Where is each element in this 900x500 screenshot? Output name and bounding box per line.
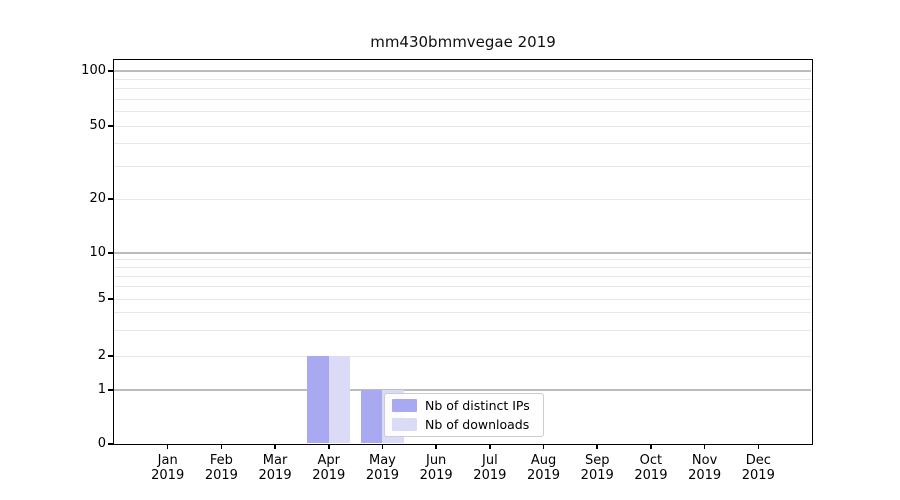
x-tick-mark xyxy=(274,444,276,449)
x-tick-label: Sep 2019 xyxy=(565,453,629,483)
y-tick-mark xyxy=(108,355,113,357)
x-tick-label: Aug 2019 xyxy=(512,453,576,483)
x-tick-year: 2019 xyxy=(365,468,399,483)
gridline-minor xyxy=(114,355,811,357)
gridline-minor xyxy=(114,198,811,200)
x-tick-year: 2019 xyxy=(634,468,668,483)
x-tick-year: 2019 xyxy=(151,468,185,483)
y-tick-label: 0 xyxy=(97,436,106,451)
y-tick-mark xyxy=(108,198,113,200)
gridline-minor xyxy=(114,78,811,80)
y-tick-label: 100 xyxy=(81,63,106,78)
x-tick-mark xyxy=(650,444,652,449)
legend-swatch-distinct-ips-icon xyxy=(392,399,417,413)
gridline-minor xyxy=(114,88,811,90)
gridline-minor xyxy=(114,125,811,127)
bar-distinct-ips-may xyxy=(360,390,383,444)
x-tick-label: Jul 2019 xyxy=(458,453,522,483)
x-tick-mark xyxy=(757,444,760,449)
x-tick-month: Jun xyxy=(425,453,447,468)
x-tick-label: Feb 2019 xyxy=(189,453,253,483)
x-tick-month: Apr xyxy=(317,453,341,468)
gridline-major xyxy=(114,252,811,254)
gridline-minor xyxy=(114,286,811,288)
gridline-major xyxy=(114,70,811,72)
x-tick-month: Sep xyxy=(584,453,610,468)
legend-swatch-downloads-icon xyxy=(392,417,417,431)
y-tick-mark xyxy=(108,298,113,300)
legend-item-distinct-ips: Nb of distinct IPs xyxy=(392,398,536,414)
legend: Nb of distinct IPs Nb of downloads xyxy=(384,393,544,437)
x-tick-month: Nov xyxy=(691,453,718,468)
x-tick-month: May xyxy=(369,453,396,468)
gridline-minor xyxy=(114,267,811,269)
x-tick-label: Dec 2019 xyxy=(726,453,790,483)
gridline-minor xyxy=(114,330,811,332)
x-tick-month: Mar xyxy=(262,453,288,468)
y-tick-mark xyxy=(108,389,113,391)
x-tick-year: 2019 xyxy=(473,468,507,483)
x-tick-label: Nov 2019 xyxy=(673,453,737,483)
bar-distinct-ips-apr xyxy=(307,356,329,444)
y-tick-mark xyxy=(108,125,113,127)
x-tick-year: 2019 xyxy=(258,468,292,483)
x-tick-label: Jan 2019 xyxy=(136,453,200,483)
x-tick-month: Oct xyxy=(639,453,663,468)
x-tick-year: 2019 xyxy=(526,468,561,483)
bar-downloads-apr xyxy=(328,356,351,444)
y-tick-label: 1 xyxy=(97,382,106,397)
x-tick-mark xyxy=(328,444,330,449)
gridline-minor xyxy=(114,143,811,145)
x-tick-mark xyxy=(489,444,491,449)
x-tick-month: Jan xyxy=(157,453,178,468)
legend-label-downloads: Nb of downloads xyxy=(425,416,530,432)
y-tick-label: 2 xyxy=(97,348,106,363)
x-tick-label: Mar 2019 xyxy=(243,453,307,483)
y-tick-label: 20 xyxy=(89,191,106,206)
gridline-minor xyxy=(114,166,811,168)
x-tick-year: 2019 xyxy=(688,468,722,483)
x-tick-mark xyxy=(166,444,169,449)
y-tick-label: 50 xyxy=(89,118,106,133)
x-tick-label: Jun 2019 xyxy=(404,453,468,483)
x-tick-mark xyxy=(596,444,598,449)
gridline-minor xyxy=(114,298,811,300)
gridline-minor xyxy=(114,111,811,113)
y-tick-label: 5 xyxy=(97,291,106,306)
x-tick-label: Apr 2019 xyxy=(297,453,361,483)
y-tick-label: 10 xyxy=(89,245,106,260)
x-tick-mark xyxy=(435,444,437,449)
gridline-minor xyxy=(114,98,811,100)
x-tick-label: May 2019 xyxy=(350,453,414,483)
x-tick-year: 2019 xyxy=(580,468,614,483)
y-tick-mark xyxy=(108,70,113,72)
x-tick-mark xyxy=(542,444,545,449)
y-tick-mark xyxy=(108,252,113,254)
x-tick-mark xyxy=(381,444,384,449)
x-tick-year: 2019 xyxy=(312,468,346,483)
x-tick-month: Aug xyxy=(530,453,557,468)
x-tick-month: Dec xyxy=(745,453,771,468)
x-tick-label: Oct 2019 xyxy=(619,453,683,483)
gridline-minor xyxy=(114,312,811,314)
gridline-major xyxy=(114,389,811,391)
y-tick-mark xyxy=(108,443,113,445)
gridline-minor xyxy=(114,259,811,261)
x-tick-month: Jul xyxy=(482,453,498,468)
x-tick-mark xyxy=(703,444,706,449)
x-tick-year: 2019 xyxy=(741,468,775,483)
x-tick-mark xyxy=(220,444,223,449)
chart-title: mm430bmmvegae 2019 xyxy=(370,33,556,51)
x-tick-year: 2019 xyxy=(419,468,453,483)
legend-label-distinct-ips: Nb of distinct IPs xyxy=(425,398,530,414)
x-tick-year: 2019 xyxy=(204,468,238,483)
x-tick-month: Feb xyxy=(209,453,233,468)
legend-item-downloads: Nb of downloads xyxy=(392,417,536,433)
gridline-minor xyxy=(114,276,811,278)
